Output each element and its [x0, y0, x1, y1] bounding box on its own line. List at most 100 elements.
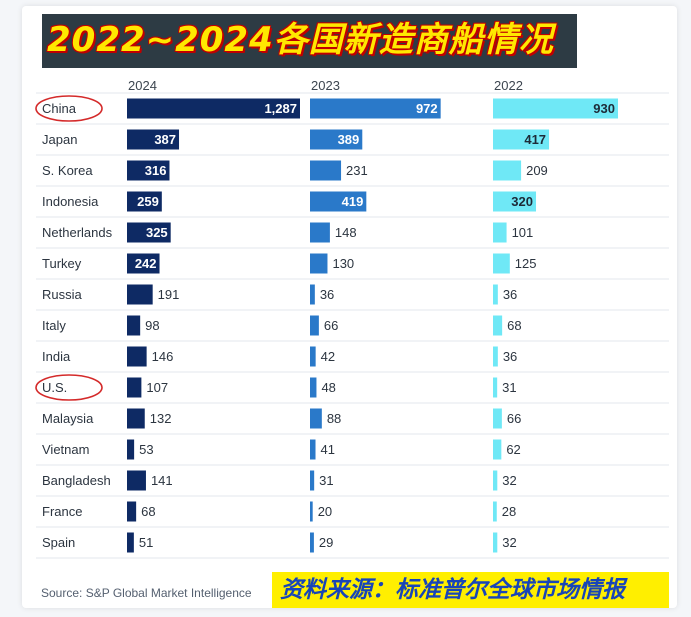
bar-2022 [493, 253, 510, 274]
data-label-2024: 146 [152, 349, 174, 364]
title-banner [42, 14, 577, 68]
bar-2023 [310, 532, 314, 553]
bar-2022 [493, 377, 498, 398]
data-label-2023: 231 [346, 163, 368, 178]
bar-2023 [310, 377, 317, 398]
bar-2023 [310, 408, 322, 429]
bar-2022 [493, 129, 550, 150]
data-label-2022: 36 [503, 349, 517, 364]
bar-2024 [127, 191, 162, 212]
data-label-2022: 68 [507, 318, 521, 333]
bar-2023 [310, 439, 316, 460]
highlight-circle [35, 95, 103, 122]
bar-2024 [127, 129, 180, 150]
bar-2023 [310, 501, 313, 522]
category-label: Malaysia [42, 411, 94, 426]
data-label-2024: 191 [158, 287, 180, 302]
data-label-2024: 325 [146, 225, 168, 240]
category-label: Italy [42, 318, 66, 333]
data-label-2023: 42 [321, 349, 335, 364]
category-label: Turkey [42, 256, 82, 271]
bar-2023 [310, 129, 363, 150]
data-label-2023: 88 [327, 411, 341, 426]
data-label-2023: 130 [332, 256, 354, 271]
bar-2023 [310, 160, 342, 181]
bar-2024 [127, 470, 146, 491]
bar-2024 [127, 532, 134, 553]
data-label-2024: 132 [150, 411, 172, 426]
data-label-2023: 66 [324, 318, 338, 333]
category-label: Russia [42, 287, 83, 302]
bar-2024 [127, 501, 137, 522]
category-label: India [42, 349, 71, 364]
data-label-2023: 41 [321, 442, 335, 457]
bar-2022 [493, 160, 522, 181]
bar-2022 [493, 470, 498, 491]
data-label-2023: 20 [318, 504, 332, 519]
bar-2024 [127, 284, 153, 305]
category-label: Vietnam [42, 442, 89, 457]
bar-2024 [127, 253, 160, 274]
data-label-2022: 31 [502, 380, 516, 395]
bar-2022 [493, 532, 498, 553]
data-label-2022: 125 [515, 256, 537, 271]
bar-2022 [493, 439, 502, 460]
bar-2022 [493, 346, 498, 367]
panel-header-2022: 2022 [494, 78, 523, 93]
bar-2024 [127, 160, 170, 181]
data-label-2022: 32 [502, 535, 516, 550]
data-label-2022: 66 [507, 411, 521, 426]
category-label: Indonesia [42, 194, 99, 209]
data-label-2022: 62 [506, 442, 520, 457]
data-label-2024: 51 [139, 535, 153, 550]
bar-2024 [127, 98, 300, 119]
data-label-2022: 32 [502, 473, 516, 488]
bar-2024 [127, 408, 145, 429]
data-label-2022: 101 [512, 225, 534, 240]
data-label-2024: 387 [154, 132, 176, 147]
bar-2023 [310, 98, 441, 119]
bar-2023 [310, 284, 315, 305]
data-label-2024: 316 [145, 163, 167, 178]
data-label-2024: 53 [139, 442, 153, 457]
panel-header-2024: 2024 [128, 78, 157, 93]
data-label-2023: 36 [320, 287, 334, 302]
data-label-2024: 68 [141, 504, 155, 519]
data-label-2023: 972 [416, 101, 438, 116]
bar-2022 [493, 284, 498, 305]
category-label: Bangladesh [42, 473, 111, 488]
bar-2023 [310, 346, 316, 367]
data-label-2022: 930 [593, 101, 615, 116]
category-label: U.S. [42, 380, 67, 395]
highlight-circle [35, 374, 103, 401]
bar-2022 [493, 98, 619, 119]
bar-2022 [493, 191, 537, 212]
category-label: France [42, 504, 82, 519]
bar-2024 [127, 315, 141, 336]
bar-2022 [493, 408, 502, 429]
category-label: Netherlands [42, 225, 113, 240]
category-label: China [42, 101, 77, 116]
data-label-2024: 98 [145, 318, 159, 333]
data-label-2023: 389 [338, 132, 360, 147]
data-label-2022: 209 [526, 163, 548, 178]
data-label-2024: 107 [146, 380, 168, 395]
banner-title: 2022~2024各国新造商船情况 [47, 20, 554, 60]
data-label-2023: 31 [319, 473, 333, 488]
data-label-2024: 259 [137, 194, 159, 209]
bar-2022 [493, 222, 507, 243]
source-cn-text: 资料来源：标准普尔全球市场情报 [280, 577, 625, 603]
data-label-2024: 242 [135, 256, 157, 271]
bar-2024 [127, 439, 135, 460]
data-label-2023: 48 [321, 380, 335, 395]
category-label: Japan [42, 132, 77, 147]
bar-2024 [127, 377, 142, 398]
bar-2022 [493, 501, 497, 522]
data-label-2023: 419 [342, 194, 364, 209]
bar-2023 [310, 253, 328, 274]
source-text: Source: S&P Global Market Intelligence [41, 586, 252, 600]
data-label-2023: 148 [335, 225, 357, 240]
data-label-2022: 36 [503, 287, 517, 302]
bar-2022 [493, 315, 503, 336]
